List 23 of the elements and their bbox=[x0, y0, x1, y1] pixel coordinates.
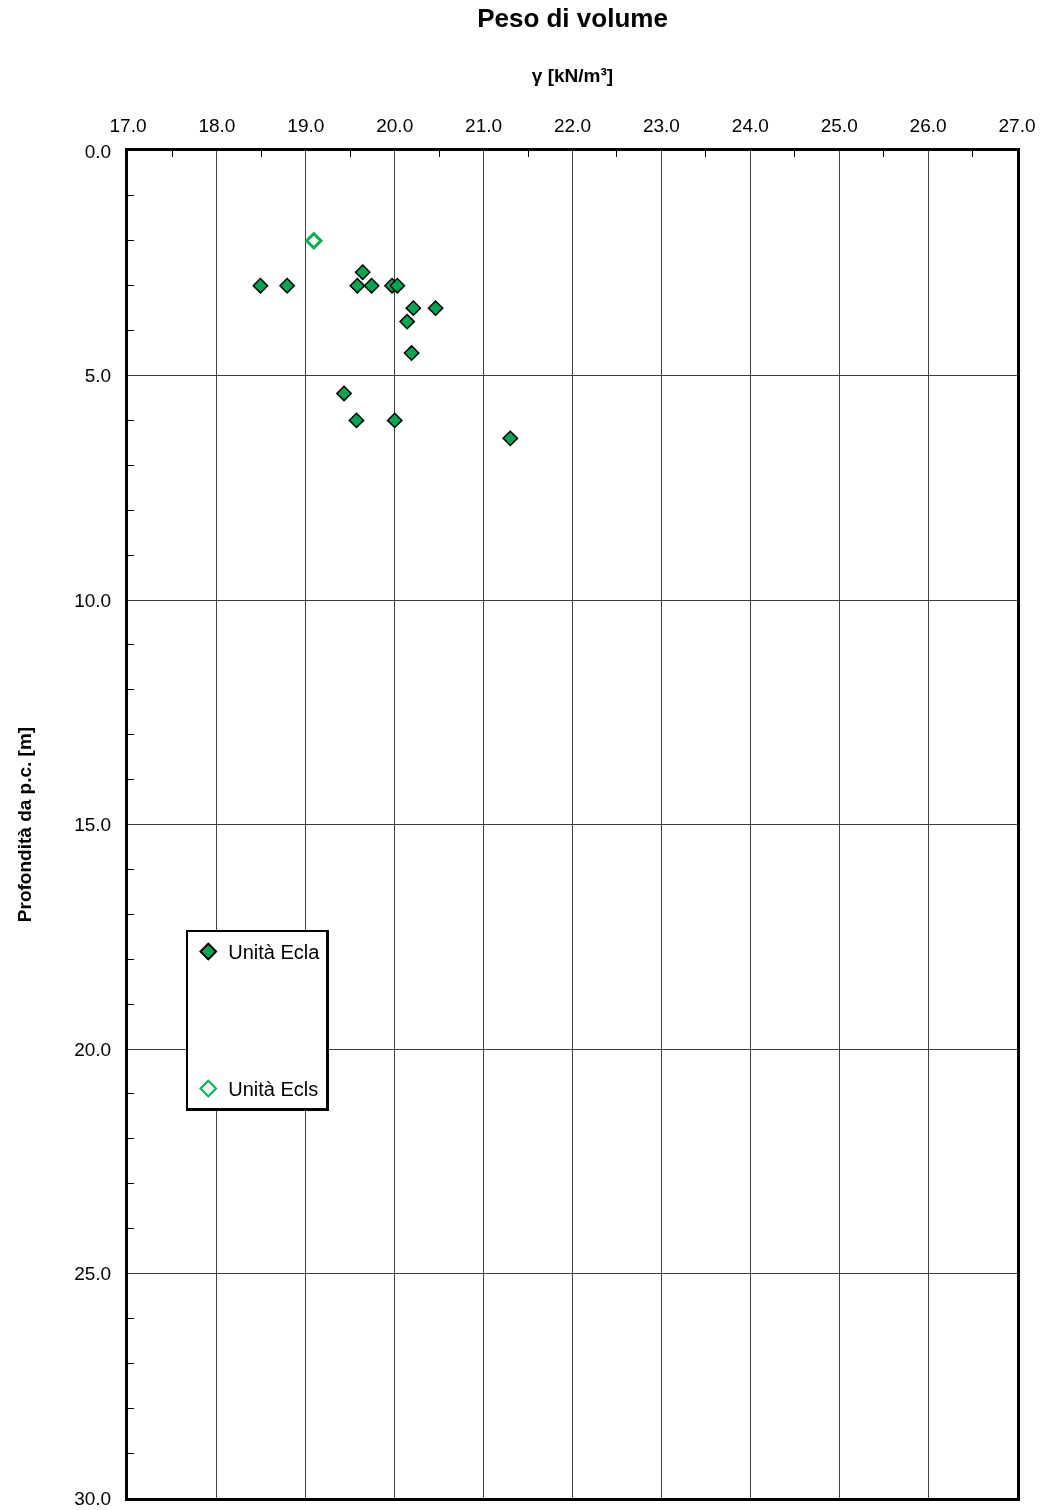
y-tick-label: 5.0 bbox=[84, 365, 112, 387]
legend-label: Unità Ecls bbox=[228, 1078, 319, 1101]
y-tick-label: 20.0 bbox=[74, 1038, 112, 1060]
y-tick-label: 15.0 bbox=[74, 814, 112, 836]
x-tick-label: 21.0 bbox=[465, 115, 503, 137]
x-tick-label: 18.0 bbox=[198, 115, 236, 137]
x-tick-label: 17.0 bbox=[109, 115, 147, 137]
x-tick-label: 23.0 bbox=[642, 115, 680, 137]
x-tick-label: 26.0 bbox=[909, 115, 947, 137]
x-tick-label: 24.0 bbox=[731, 115, 769, 137]
y-tick-label: 10.0 bbox=[74, 589, 112, 611]
x-tick-label: 20.0 bbox=[376, 115, 414, 137]
x-tick-label: 27.0 bbox=[998, 115, 1036, 137]
legend-label: Unità Ecla bbox=[228, 941, 321, 964]
x-tick-label: 19.0 bbox=[287, 115, 325, 137]
y-tick-label: 30.0 bbox=[74, 1487, 112, 1509]
y-axis-title: Profondità da p.c. [m] bbox=[14, 726, 36, 923]
y-tick-label: 0.0 bbox=[84, 140, 112, 162]
x-tick-label: 25.0 bbox=[820, 115, 858, 137]
y-tick-label: 25.0 bbox=[74, 1263, 112, 1285]
chart-title: Peso di volume bbox=[477, 3, 668, 34]
x-axis-title: γ [kN/m³] bbox=[531, 65, 614, 87]
x-tick-label: 22.0 bbox=[554, 115, 591, 137]
